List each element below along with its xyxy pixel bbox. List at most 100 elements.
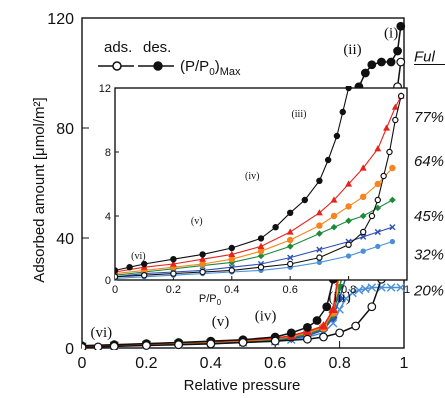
- inset-annotation-label: (iii): [291, 109, 306, 120]
- inset-series-20pct-desorption-point: [345, 253, 352, 259]
- inset-series-full-adsorption-point: [397, 92, 405, 100]
- inset-series-32pct-desorption-point: [374, 228, 381, 236]
- main-series-full-desorption-point: [286, 328, 296, 338]
- main-series-full-adsorption-point: [238, 338, 248, 347]
- inset-series-20pct-desorption-point: [375, 243, 381, 250]
- inset-series-full-desorption-point: [339, 108, 346, 116]
- inset-series-full-adsorption-point: [380, 172, 387, 180]
- inset-series-32pct-desorption-line: [115, 226, 393, 278]
- inset-series-77pct-desorption-point: [374, 145, 382, 152]
- inset-series-full-adsorption-point: [287, 260, 294, 268]
- inset-series-77pct-desorption-point: [391, 103, 399, 110]
- main-series-full-desorption-point: [386, 57, 396, 67]
- inset-series-full-adsorption-point: [392, 116, 399, 124]
- inset-text-group: 0 0.2 0.4 0.6 0.8 1 0 4 8 12 (iii) (iv) (v) (vi): [99, 83, 410, 296]
- inset-series-20pct-desorption-point: [360, 248, 366, 254]
- inset-series-full-adsorption-point: [115, 273, 119, 280]
- inset-series-full-adsorption-point: [368, 212, 376, 220]
- inset-series-full-adsorption-point: [386, 148, 393, 156]
- main-series-full-adsorption-point: [82, 343, 87, 350]
- main-series-full-desorption-point: [303, 322, 312, 332]
- inset-series-77pct-desorption-point: [228, 250, 236, 257]
- inset-series-64pct-desorption-point: [330, 212, 338, 220]
- inset-series-32pct-desorption-point: [389, 224, 396, 231]
- inset-series-45pct-desorption-point: [330, 223, 338, 231]
- inset-y-tick-label: 4: [105, 211, 111, 223]
- inset-series-full-adsorption-point: [228, 267, 235, 274]
- main-series-full-adsorption-point: [109, 341, 119, 350]
- inset-x-tick-label: 0: [112, 284, 118, 296]
- main-series-full-adsorption-point: [174, 340, 184, 350]
- inset-series-64pct-desorption-point: [287, 236, 294, 244]
- main-annotation-label: (iii): [328, 289, 351, 305]
- inset-series-full-adsorption-point: [316, 254, 323, 261]
- main-series-full-desorption-line: [82, 26, 402, 347]
- inset-y-tick-label: 0: [105, 275, 111, 287]
- main-x-tick-label: 0.6: [264, 355, 286, 372]
- inset-series-full-desorption-point: [316, 177, 323, 184]
- main-annotation-label: (ii): [343, 42, 361, 58]
- inset-series-77pct-desorption-point: [169, 260, 177, 267]
- inset-series-45pct-desorption-point: [257, 252, 265, 260]
- main-series-20pct-desorption-point: [354, 285, 364, 295]
- main-y-tick-label: 40: [56, 231, 74, 248]
- inset-series-full-adsorption-point: [140, 272, 148, 279]
- inset-series-77pct-desorption-point: [315, 209, 323, 216]
- main-series-20pct-desorption-point: [367, 283, 377, 292]
- main-series-full-adsorption-point: [303, 334, 312, 344]
- inset-series-64pct-desorption-point: [389, 164, 396, 172]
- inset-series-full-desorption-point: [301, 196, 308, 204]
- inset-series-64pct-desorption-point: [360, 193, 367, 200]
- main-x-tick-label: 0.2: [135, 355, 157, 372]
- inset-x-tick-label: 0.4: [224, 284, 239, 296]
- inset-series-full-desorption-point: [126, 264, 133, 271]
- inset-series-32pct-desorption-point: [316, 246, 323, 253]
- inset-series-full-desorption-point: [140, 260, 148, 268]
- inset-series-full-desorption-point: [170, 256, 177, 263]
- inset-series-45pct-desorption-point: [374, 204, 382, 212]
- inset-annotation-label: (v): [191, 216, 203, 227]
- inset-series-64pct-desorption-point: [316, 222, 323, 229]
- main-series-full-desorption-point: [322, 302, 332, 312]
- inset-series-full-adsorption-point: [199, 268, 206, 276]
- inset-series-full-desorption-point: [228, 244, 235, 252]
- main-series-full-adsorption-point: [351, 321, 361, 331]
- main-series-77pct-desorption-point: [318, 321, 329, 330]
- main-series-full-desorption-point: [393, 46, 402, 56]
- inset-series-full-desorption-point: [287, 209, 294, 216]
- main-series-full-desorption-point: [396, 21, 406, 31]
- inset-series-45pct-desorption-point: [286, 243, 294, 250]
- main-annotation-label: (vi): [90, 325, 112, 341]
- inset-series-full-adsorption-line: [115, 95, 402, 278]
- inset-x-tick-label: 0.8: [341, 284, 356, 296]
- y-axis-label: Adsorbed amount [μmol/m²]: [31, 97, 48, 282]
- main-series-20pct-desorption-point: [361, 284, 370, 294]
- main-x-tick-label: 1: [400, 355, 409, 372]
- main-series-full-adsorption-point: [367, 302, 377, 312]
- legend-ads-label: ads.: [104, 39, 132, 56]
- main-series-full-desorption-point: [312, 316, 322, 325]
- inset-series-45pct-desorption-point: [359, 212, 367, 220]
- inset-series-20pct-desorption-point: [316, 259, 323, 266]
- fill-fraction-label: Ful: [414, 49, 436, 66]
- inset-series-45pct-desorption-point: [389, 196, 396, 204]
- main-annotation-label: (iv): [255, 309, 277, 325]
- inset-series-64pct-desorption-point: [257, 247, 265, 255]
- inset-series-full-adsorption-point: [345, 241, 352, 248]
- legend-ads-marker: [112, 61, 122, 71]
- legend: ads. des. (P/P0)Max: [98, 39, 241, 78]
- inset-chart: 0 0.2 0.4 0.6 0.8 1 0 4 8 12 (iii) (iv) (v) (vi) P/P0: [99, 83, 410, 307]
- main-series-full-adsorption-point: [335, 328, 345, 338]
- inset-annotation-label: (vi): [131, 251, 145, 262]
- legend-caption: (P/P0)Max: [180, 58, 241, 78]
- main-y-tick-label: 120: [47, 11, 74, 28]
- main-series-full-adsorption-point: [141, 341, 151, 350]
- main-y-tick-label: 80: [56, 121, 74, 138]
- inset-series-full-desorption-point: [272, 223, 279, 231]
- fill-fraction-label: 20%: [413, 282, 444, 299]
- inset-series-45pct-desorption-point: [345, 217, 352, 225]
- inset-annotation-label: (iv): [245, 171, 259, 182]
- main-series-full-adsorption-point: [396, 57, 406, 67]
- main-series-20pct-desorption-point: [396, 283, 406, 292]
- inset-series-77pct-desorption-point: [330, 196, 338, 203]
